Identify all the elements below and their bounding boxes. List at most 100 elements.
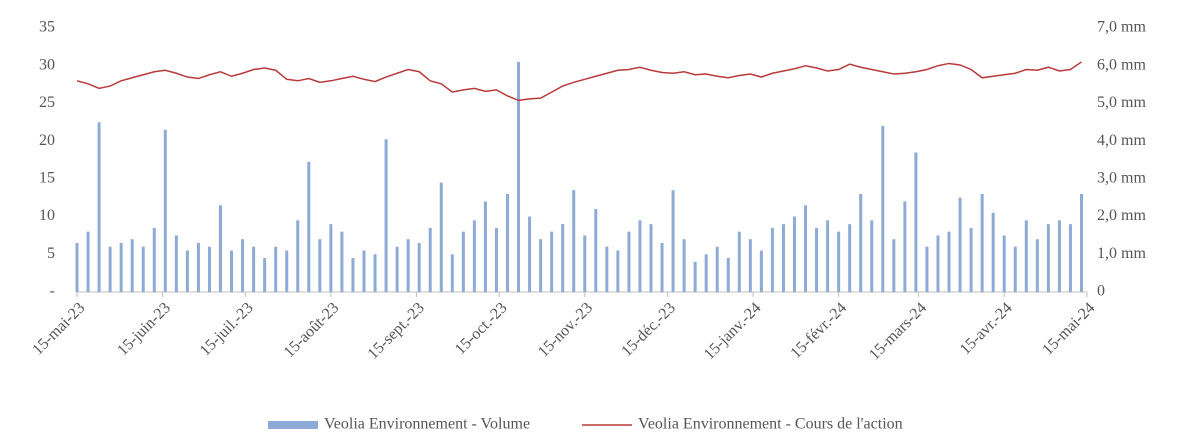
y-tick-label: 5 xyxy=(47,245,55,262)
bar xyxy=(815,227,819,292)
bar xyxy=(528,216,532,292)
bar xyxy=(572,190,576,292)
bar xyxy=(715,246,719,292)
bar xyxy=(185,250,189,292)
y-tick-label: 30 xyxy=(39,56,55,73)
legend-swatch xyxy=(268,421,318,429)
bar xyxy=(384,139,388,292)
y2-tick-label: 5,0 mm xyxy=(1097,94,1146,111)
bar xyxy=(318,239,322,292)
bar xyxy=(75,242,79,292)
bar xyxy=(494,227,498,292)
bar xyxy=(1046,224,1050,292)
bar xyxy=(682,239,686,292)
bar xyxy=(539,239,543,292)
legend-label: Veolia Environnement - Volume xyxy=(324,416,530,433)
bar xyxy=(108,246,112,292)
bar xyxy=(285,250,289,292)
bar xyxy=(1068,224,1072,292)
bar xyxy=(196,242,200,292)
bar xyxy=(704,254,708,292)
bar xyxy=(969,227,973,292)
bar xyxy=(781,224,785,292)
bar xyxy=(1024,220,1028,292)
bar xyxy=(252,246,256,292)
bar xyxy=(86,231,90,292)
x-tick-label: 15-mai-24 xyxy=(1039,299,1098,358)
bar xyxy=(792,216,796,292)
y2-tick-label: 7,0 mm xyxy=(1097,19,1146,36)
bar xyxy=(218,205,222,292)
x-tick-label: 15-mars-24 xyxy=(866,299,930,363)
bar xyxy=(517,61,521,292)
bar xyxy=(307,161,311,292)
x-tick-label: 15-sept.-23 xyxy=(365,299,428,362)
bar xyxy=(892,239,896,292)
bar xyxy=(870,220,874,292)
bar xyxy=(152,227,156,292)
bar xyxy=(991,212,995,292)
bar xyxy=(726,258,730,292)
x-tick-label: 15-août-23 xyxy=(281,299,343,361)
bar xyxy=(594,209,598,292)
bar xyxy=(351,258,355,292)
bar xyxy=(1035,239,1039,292)
x-tick-label: 15-oct.-23 xyxy=(452,299,511,358)
bar xyxy=(980,193,984,292)
y2-tick-label: 4,0 mm xyxy=(1097,132,1146,149)
bar xyxy=(605,246,609,292)
bar xyxy=(163,129,167,292)
bar xyxy=(296,220,300,292)
x-tick-label: 15-févr.-24 xyxy=(787,299,850,362)
bar xyxy=(859,193,863,292)
bar xyxy=(881,126,885,292)
bar xyxy=(748,239,752,292)
y-tick-label: 10 xyxy=(39,207,55,224)
x-tick-label: 15-juil.-23 xyxy=(197,299,257,359)
bar xyxy=(693,261,697,292)
bar xyxy=(914,152,918,292)
bar xyxy=(174,235,178,292)
bar xyxy=(903,201,907,292)
bar xyxy=(119,242,123,292)
bar xyxy=(550,231,554,292)
bar xyxy=(274,246,278,292)
bar xyxy=(671,190,675,292)
bar xyxy=(947,231,951,292)
bar xyxy=(561,224,565,292)
bar xyxy=(340,231,344,292)
bar xyxy=(472,220,476,292)
bar xyxy=(804,205,808,292)
x-tick-label: 15-mai-23 xyxy=(29,299,88,358)
y-tick-label: 35 xyxy=(39,19,55,36)
bar xyxy=(616,250,620,292)
bar xyxy=(958,197,962,292)
bar xyxy=(770,227,774,292)
bar xyxy=(329,224,333,292)
bar xyxy=(130,239,134,292)
x-tick-label: 15-déc.-23 xyxy=(618,299,679,360)
y2-tick-label: 2,0 mm xyxy=(1097,207,1146,224)
bar xyxy=(395,246,399,292)
bar xyxy=(439,182,443,292)
bar xyxy=(428,227,432,292)
bar xyxy=(583,235,587,292)
bar xyxy=(230,250,234,292)
bar xyxy=(97,122,101,293)
bar xyxy=(826,220,830,292)
bar xyxy=(649,224,653,292)
y2-tick-label: 3,0 mm xyxy=(1097,170,1146,187)
x-tick-label: 15-juin-23 xyxy=(114,299,174,359)
x-tick-label: 15-nov.-23 xyxy=(535,299,596,360)
y-tick-label: 20 xyxy=(39,132,55,149)
y2-tick-label: 6,0 mm xyxy=(1097,56,1146,73)
bar xyxy=(373,254,377,292)
bar xyxy=(848,224,852,292)
bar xyxy=(936,235,940,292)
bar xyxy=(505,193,509,292)
bar xyxy=(263,258,267,292)
bar xyxy=(925,246,929,292)
bar xyxy=(141,246,145,292)
bar xyxy=(638,220,642,292)
line xyxy=(76,61,1082,102)
